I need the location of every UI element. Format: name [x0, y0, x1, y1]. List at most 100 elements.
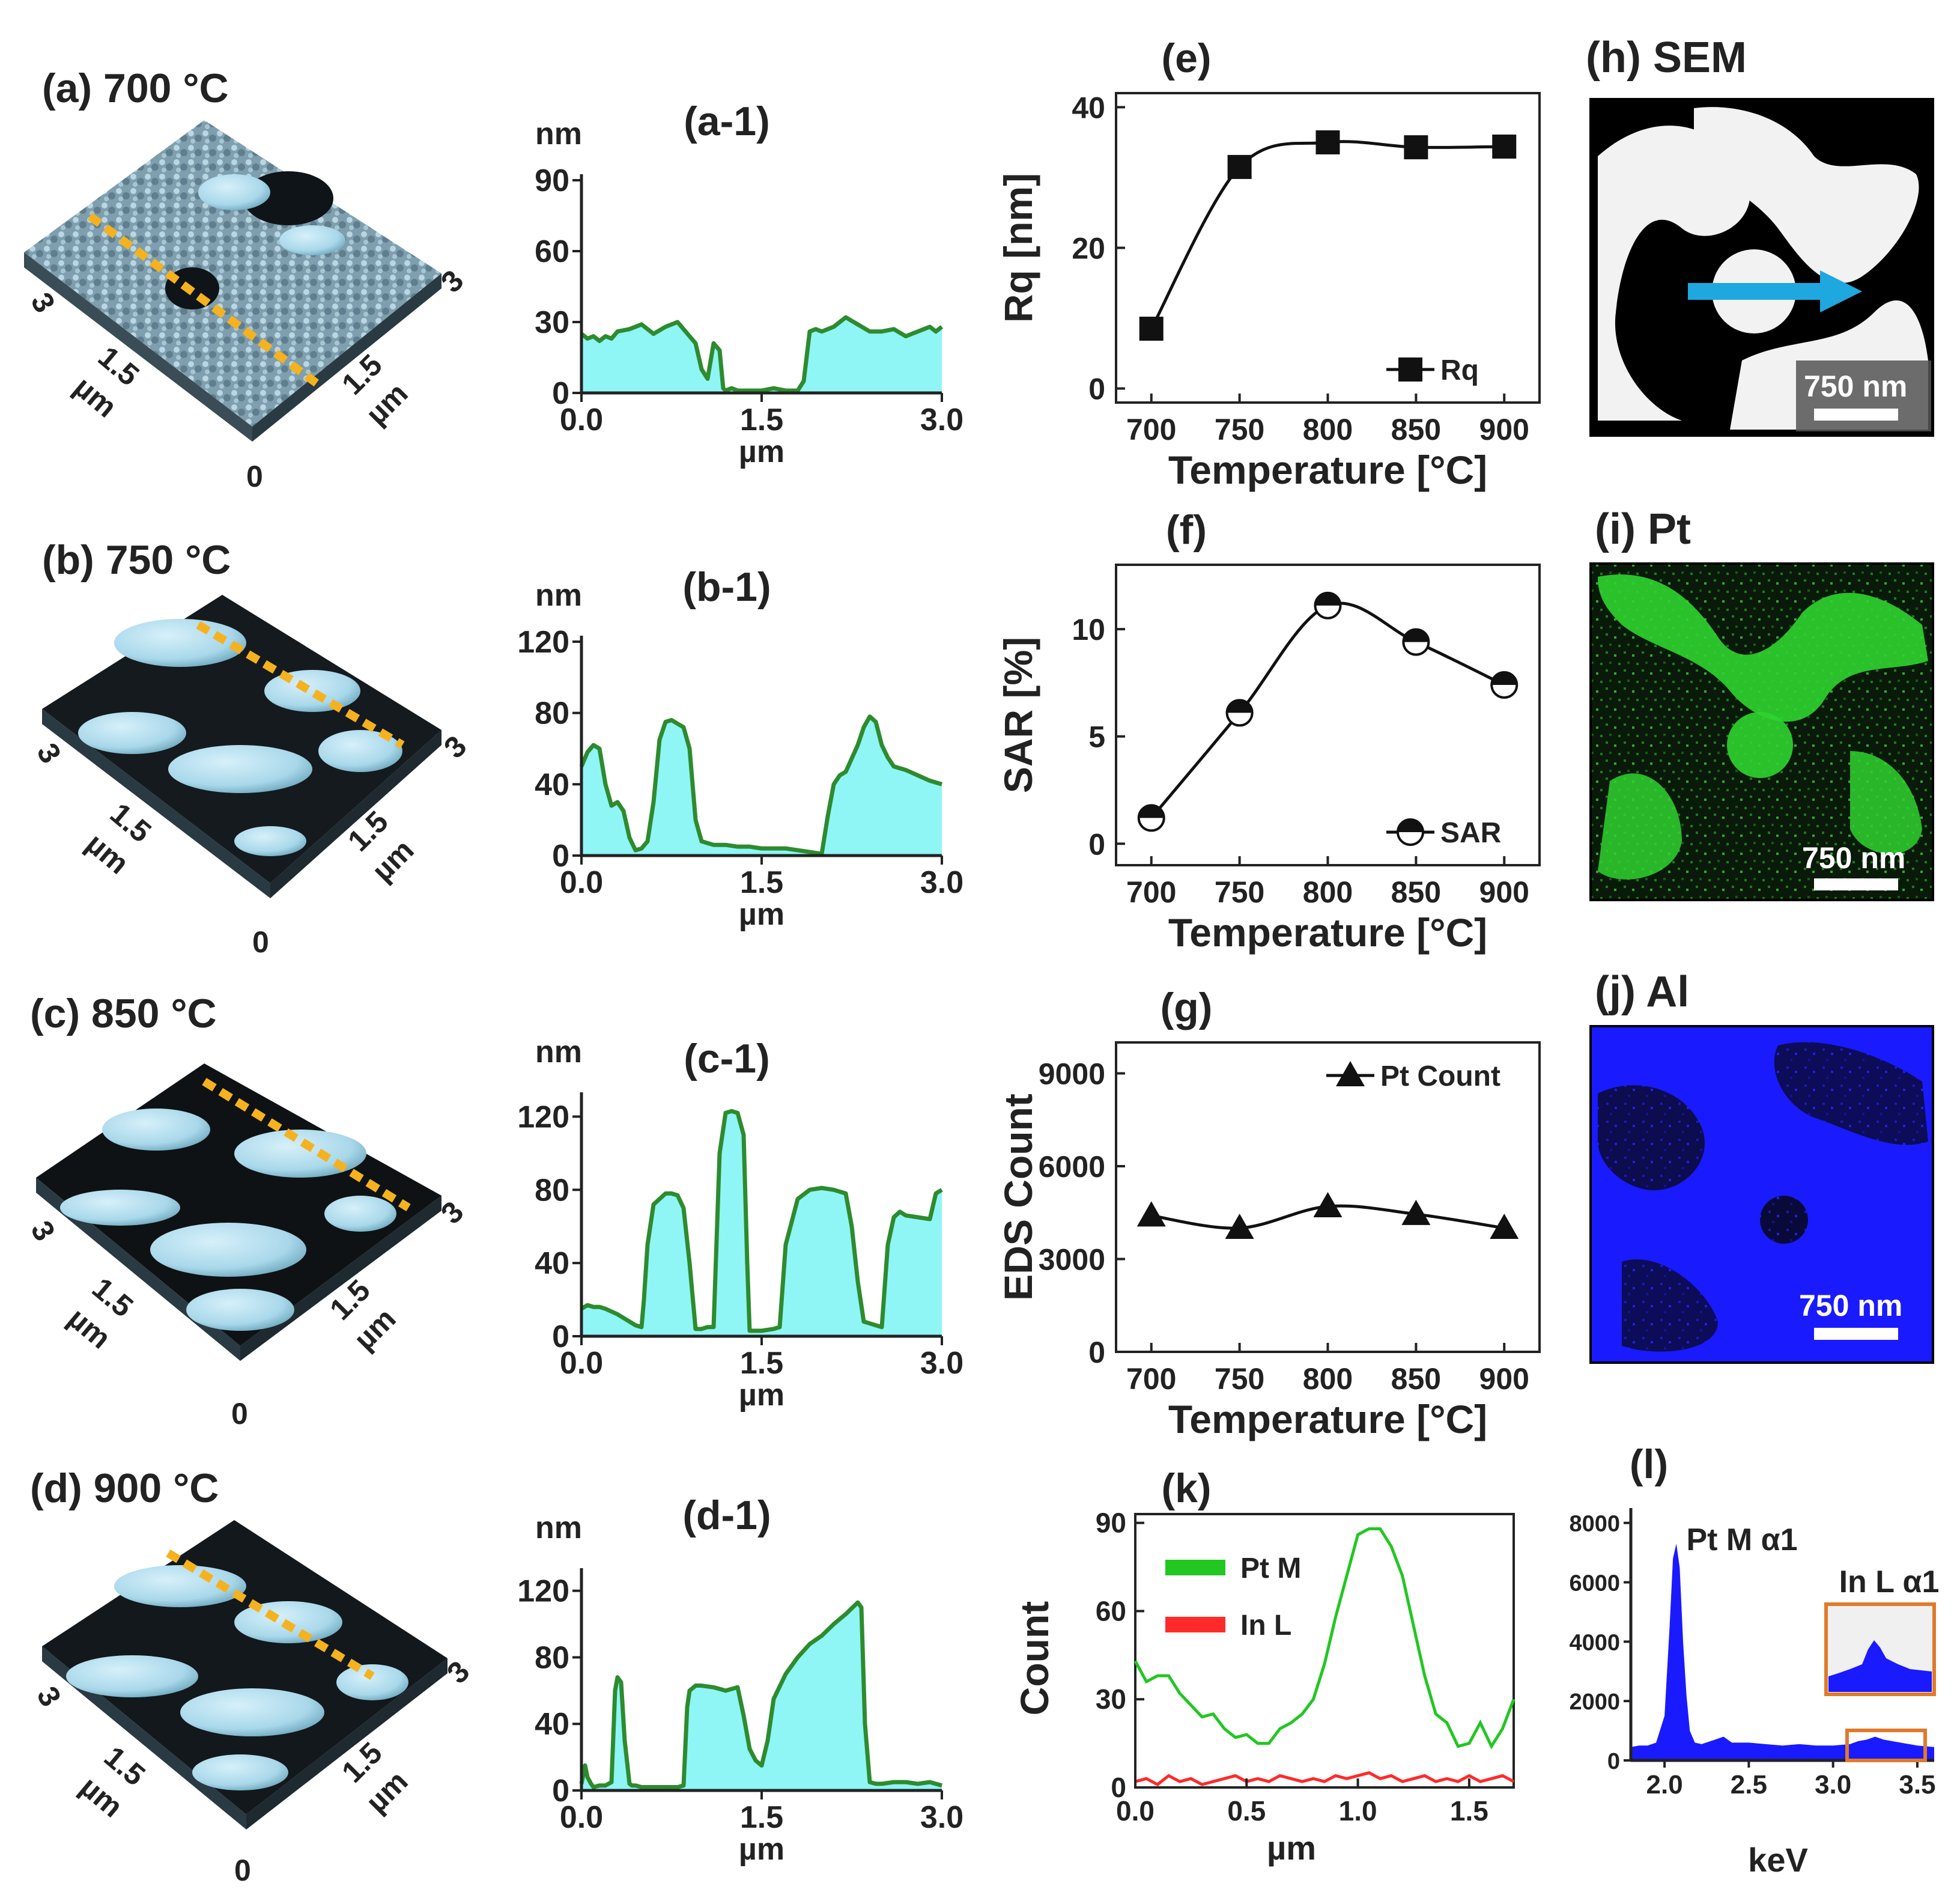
x-axis-label: Temperature [°C]: [1168, 910, 1487, 955]
chart-title: (a-1): [684, 99, 770, 144]
x-tick-label: 1.5: [1450, 1795, 1488, 1827]
x-tick-label: 2.0: [1646, 1770, 1683, 1799]
axis-tick-label: 3: [30, 738, 67, 769]
x-tick-label: 850: [1391, 413, 1441, 446]
profile-chart-b-1: (b-1) nm 0 40 80 120 0.0 1.5 3.0 µm: [517, 564, 963, 932]
legend-swatch: [1165, 1617, 1225, 1632]
data-marker-fill: [1138, 805, 1164, 818]
inset-source-box: [1845, 1729, 1927, 1762]
scale-bar: [1814, 1328, 1898, 1340]
y-tick-label: 30: [535, 305, 569, 340]
profile-area: [581, 1111, 942, 1336]
profile-area: [581, 317, 942, 393]
sem-panel-h: (h) SEM 750 nm: [1586, 34, 1934, 437]
y-tick-label: 8000: [1569, 1512, 1620, 1537]
y-tick-label: 40: [1072, 91, 1105, 124]
y-tick-label: 0: [1111, 1772, 1126, 1803]
y-tick-label: 120: [517, 1574, 569, 1609]
x-tick-label: 850: [1391, 1362, 1441, 1396]
scale-bar-label: 750 nm: [1799, 1289, 1902, 1322]
y-axis-label: nm: [535, 1510, 582, 1545]
scale-bar-label: 750 nm: [1802, 841, 1905, 875]
y-tick-label: 5: [1088, 720, 1105, 754]
x-tick-label: 900: [1479, 413, 1529, 446]
x-tick-label: 900: [1479, 875, 1529, 909]
x-tick-label: 3.0: [920, 403, 963, 437]
legend-label: Rq: [1440, 354, 1479, 386]
y-tick-label: 60: [1096, 1595, 1126, 1626]
axis-origin-label: 0: [246, 460, 263, 493]
series-line-1: [1135, 1771, 1515, 1787]
chart-title: (f): [1166, 507, 1207, 553]
y-tick-label: 10: [1072, 613, 1105, 646]
y-tick-label: 6000: [1039, 1150, 1105, 1184]
legend-swatch: [1165, 1560, 1225, 1575]
profile-area: [581, 716, 942, 856]
afm-label: (c) 850 °C: [30, 991, 217, 1036]
chart-title: (b-1): [682, 564, 771, 610]
chart-title: (k): [1161, 1465, 1211, 1511]
y-tick-label: 0: [552, 376, 569, 411]
eds-spectrum-chart-l: (l) 0 2000 4000 6000 8000 2.0 2.5 3.0 3.5 keV Pt M …: [1569, 1441, 1939, 1879]
profile-line-marker: [196, 621, 405, 749]
eds-map-al: (j) Al 750 nm: [1589, 968, 1934, 1364]
afm-label: (a) 700 °C: [42, 65, 229, 111]
axis-tick-label: 3: [437, 729, 473, 765]
axis-tick-label: 3: [434, 264, 470, 299]
legend-marker-fill: [1398, 820, 1423, 832]
x-tick-label: 800: [1303, 875, 1353, 909]
x-tick-label: 1.5: [740, 1800, 783, 1835]
x-tick-label: 800: [1303, 1362, 1353, 1396]
x-tick-label: 0.0: [560, 403, 603, 437]
panel-label: (h) SEM: [1586, 34, 1747, 82]
data-marker: [1227, 154, 1252, 179]
profile-area: [581, 1602, 942, 1790]
y-tick-label: 3000: [1039, 1243, 1105, 1277]
data-marker: [1139, 317, 1164, 341]
legend-label: Pt M: [1240, 1553, 1301, 1584]
line-scan-chart-k: (k) Pt M In L 0 30 60 90 0.0 0.5 1.0 1.5 µm Count: [1012, 1465, 1516, 1867]
y-tick-label: 90: [1096, 1507, 1126, 1539]
y-tick-label: 0: [552, 1774, 569, 1808]
y-tick-label: 40: [535, 1707, 569, 1742]
afm-label: (b) 750 °C: [42, 537, 231, 583]
series-line-0: [1133, 1527, 1516, 1750]
y-tick-label: 30: [1096, 1684, 1126, 1715]
y-tick-label: 9000: [1039, 1057, 1105, 1091]
axis-origin-label: 0: [234, 1854, 251, 1887]
x-tick-label: 750: [1215, 875, 1264, 909]
y-tick-label: 80: [535, 1640, 569, 1675]
x-axis-label: Temperature [°C]: [1168, 1397, 1487, 1441]
data-marker-fill: [1403, 629, 1429, 642]
x-axis-label: µm: [739, 1832, 784, 1867]
data-marker: [1315, 130, 1340, 154]
chart-title: (d-1): [682, 1492, 771, 1538]
x-tick-label: 700: [1126, 875, 1176, 909]
data-marker-fill: [1491, 672, 1517, 685]
y-tick-label: 0: [552, 1319, 569, 1354]
x-tick-label: 900: [1479, 1362, 1529, 1396]
y-tick-label: 0: [1088, 373, 1105, 406]
y-axis-label: Count: [1012, 1601, 1057, 1716]
y-tick-label: 80: [535, 1173, 569, 1208]
spectrum-area: [1631, 1544, 1934, 1760]
data-marker: [1225, 1214, 1254, 1239]
x-tick-label: 0.0: [560, 865, 603, 900]
legend-marker: [1336, 1061, 1365, 1086]
peak-label: In L α1: [1839, 1565, 1940, 1599]
y-tick-label: 20: [1072, 232, 1105, 266]
x-tick-label: 3.0: [920, 1800, 963, 1835]
y-tick-label: 0: [1088, 1336, 1105, 1369]
axis-tick-label: 3: [30, 1681, 67, 1712]
y-tick-label: 6000: [1569, 1571, 1620, 1596]
data-marker: [1136, 1201, 1166, 1227]
panel-label: (j) Al: [1595, 968, 1689, 1016]
y-tick-label: 120: [517, 1100, 569, 1134]
profile-line-marker: [87, 213, 321, 388]
scale-bar: [1814, 409, 1898, 421]
y-tick-label: 120: [517, 625, 569, 660]
profile-line: [579, 714, 942, 856]
chart-title: (c-1): [684, 1036, 770, 1081]
x-tick-label: 750: [1215, 413, 1264, 446]
